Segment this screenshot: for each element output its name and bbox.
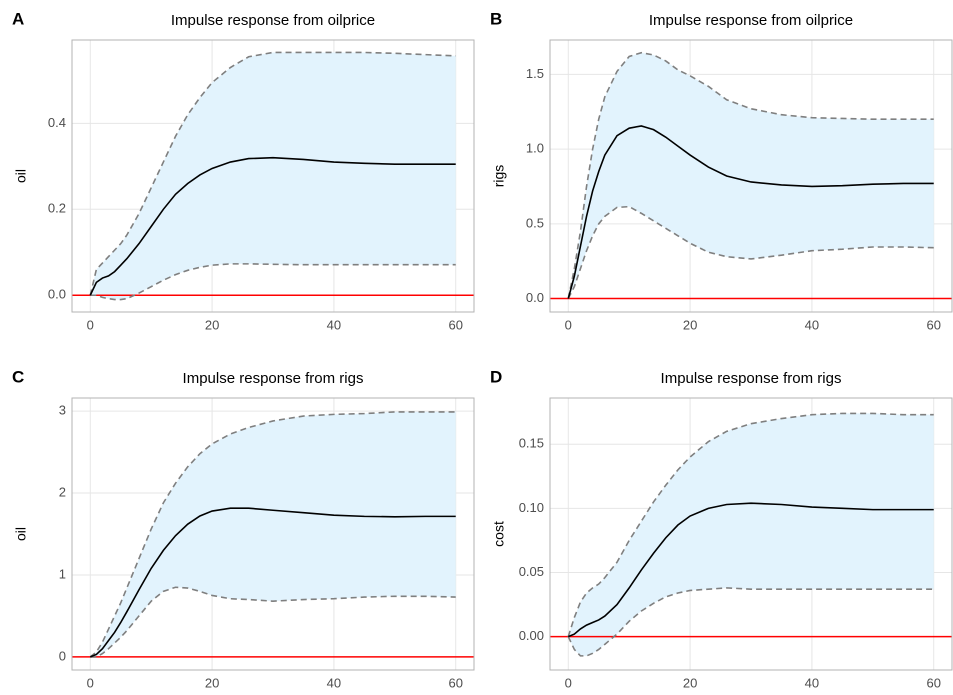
y-tick-label: 0.05 — [519, 564, 544, 579]
response-line — [89, 507, 456, 658]
y-axis-label: oil — [13, 527, 29, 541]
y-tick-label: 0 — [59, 648, 66, 663]
x-tick-label: 0 — [565, 675, 572, 690]
y-axis-label: rigs — [491, 165, 507, 188]
x-tick-label: 60 — [926, 675, 940, 690]
panel-border — [71, 39, 475, 313]
y-tick-label: 1.0 — [526, 141, 544, 156]
y-tick-label: 1.5 — [526, 66, 544, 81]
confidence-band — [568, 52, 934, 299]
confidence-band — [90, 411, 456, 657]
y-tick-label: 0.0 — [526, 290, 544, 305]
y-tick-label: 0.4 — [48, 115, 66, 130]
confidence-band — [568, 413, 934, 656]
x-tick-label: 20 — [205, 675, 219, 690]
upper-bound — [567, 51, 934, 299]
chart-title: Impulse response from oilprice — [649, 12, 853, 29]
upper-bound — [89, 411, 456, 658]
lower-bound — [567, 587, 934, 657]
y-axis-label: oil — [13, 169, 29, 183]
y-tick-label: 3 — [59, 403, 66, 418]
panel-tag: B — [490, 9, 502, 28]
panel-border — [71, 397, 475, 671]
x-tick-label: 60 — [448, 317, 462, 332]
lower-bound — [90, 586, 456, 658]
x-tick-label: 40 — [327, 317, 341, 332]
upper-bound — [567, 412, 934, 637]
chart-title: Impulse response from oilprice — [171, 12, 375, 29]
y-tick-label: 0.10 — [519, 500, 544, 515]
x-tick-label: 60 — [448, 675, 462, 690]
panel-border — [549, 397, 953, 671]
y-tick-label: 2 — [59, 484, 66, 499]
x-tick-label: 20 — [683, 317, 697, 332]
upper-bound — [89, 51, 456, 296]
y-tick-label: 0.0 — [48, 287, 66, 302]
y-tick-label: 0.5 — [526, 215, 544, 230]
x-tick-label: 20 — [683, 675, 697, 690]
chart-title: Impulse response from rigs — [661, 370, 842, 387]
x-tick-label: 0 — [565, 317, 572, 332]
y-tick-label: 0.2 — [48, 201, 66, 216]
y-tick-label: 1 — [59, 566, 66, 581]
lower-bound — [90, 263, 456, 301]
panel-border — [549, 39, 953, 313]
x-tick-label: 20 — [205, 317, 219, 332]
response-line — [89, 156, 456, 296]
panel-tag: C — [12, 367, 24, 386]
x-tick-label: 60 — [926, 317, 940, 332]
response-line — [567, 502, 934, 638]
chart-title: Impulse response from rigs — [183, 370, 364, 387]
lower-bound — [567, 205, 934, 299]
y-tick-label: 0.15 — [519, 436, 544, 451]
panel-tag: D — [490, 367, 502, 386]
confidence-band — [90, 52, 456, 300]
y-axis-label: cost — [491, 521, 507, 547]
x-tick-label: 40 — [327, 675, 341, 690]
response-line — [567, 125, 934, 299]
panel-tag: A — [12, 9, 24, 28]
x-tick-label: 0 — [87, 317, 94, 332]
x-tick-label: 0 — [87, 675, 94, 690]
x-tick-label: 40 — [805, 317, 819, 332]
x-tick-label: 40 — [805, 675, 819, 690]
y-tick-label: 0.00 — [519, 628, 544, 643]
